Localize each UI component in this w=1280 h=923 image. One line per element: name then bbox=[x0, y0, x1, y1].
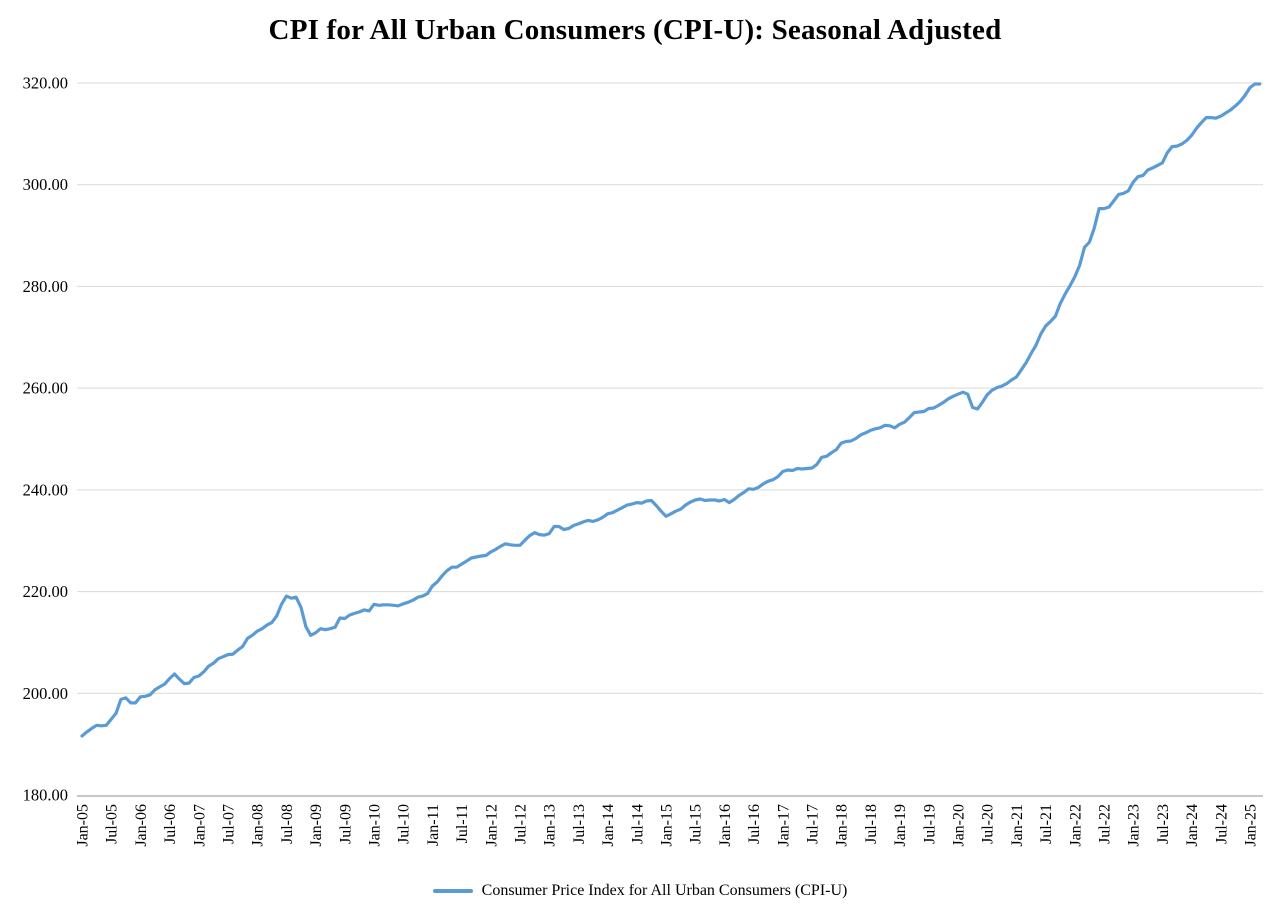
y-axis-tick-label: 300.00 bbox=[23, 175, 68, 194]
y-axis-tick-label: 280.00 bbox=[23, 277, 68, 296]
x-axis-tick-label: Jan-13 bbox=[542, 804, 559, 847]
x-axis-tick-label: Jul-06 bbox=[162, 804, 179, 844]
x-axis-tick-label: Jul-22 bbox=[1097, 804, 1114, 844]
x-axis-tick-label: Jan-21 bbox=[1009, 804, 1026, 847]
x-axis-tick-label: Jul-20 bbox=[980, 804, 997, 844]
x-axis-tick-label: Jul-12 bbox=[513, 804, 530, 844]
x-axis-tick-label: Jul-19 bbox=[921, 804, 938, 844]
x-axis-tick-label: Jul-07 bbox=[221, 804, 238, 844]
x-axis-tick-label: Jan-23 bbox=[1126, 804, 1143, 847]
x-axis-tick-label: Jul-24 bbox=[1213, 804, 1230, 844]
x-axis-tick-label: Jan-11 bbox=[425, 804, 442, 846]
chart-title: CPI for All Urban Consumers (CPI-U): Sea… bbox=[268, 14, 1002, 46]
x-axis-tick-label: Jul-08 bbox=[279, 804, 296, 844]
legend-label: Consumer Price Index for All Urban Consu… bbox=[481, 882, 848, 899]
y-axis-tick-label: 180.00 bbox=[23, 786, 68, 805]
x-axis-tick-label: Jul-18 bbox=[863, 804, 880, 844]
x-axis-tick-label: Jan-24 bbox=[1184, 804, 1201, 847]
y-axis-tick-label: 200.00 bbox=[23, 684, 68, 703]
x-axis-tick-label: Jan-19 bbox=[892, 804, 909, 847]
x-axis-tick-label: Jul-05 bbox=[104, 804, 121, 844]
x-axis-tick-label: Jan-16 bbox=[717, 804, 734, 847]
x-axis-tick-label: Jul-13 bbox=[571, 804, 588, 844]
x-axis-tick-label: Jul-21 bbox=[1038, 804, 1055, 844]
y-axis-tick-label: 240.00 bbox=[23, 480, 68, 499]
x-axis-tick-label: Jan-05 bbox=[75, 804, 92, 847]
y-axis-tick-label: 260.00 bbox=[23, 379, 68, 398]
x-axis-tick-label: Jan-08 bbox=[250, 804, 267, 847]
x-axis-tick-label: Jul-10 bbox=[396, 804, 413, 844]
x-axis-tick-label: Jul-16 bbox=[746, 804, 763, 844]
x-axis-tick-label: Jan-15 bbox=[659, 804, 676, 847]
x-axis-tick-label: Jan-06 bbox=[133, 804, 150, 847]
x-axis-tick-label: Jan-09 bbox=[308, 804, 325, 847]
legend-line-swatch bbox=[432, 888, 473, 894]
y-axis-tick-label: 320.00 bbox=[23, 74, 68, 93]
x-axis-tick-label: Jul-23 bbox=[1155, 804, 1172, 844]
x-axis-tick-label: Jul-15 bbox=[688, 804, 705, 844]
x-axis-tick-label: Jan-07 bbox=[191, 804, 208, 847]
x-axis-tick-label: Jul-09 bbox=[337, 804, 354, 844]
x-axis-tick-label: Jan-12 bbox=[483, 804, 500, 847]
x-axis-tick-label: Jul-17 bbox=[805, 804, 822, 844]
x-axis-tick-label: Jan-18 bbox=[834, 804, 851, 847]
x-axis-tick-label: Jul-11 bbox=[454, 804, 471, 843]
x-axis-tick-label: Jan-10 bbox=[367, 804, 384, 847]
x-axis-tick-label: Jan-14 bbox=[600, 804, 617, 847]
y-axis-tick-label: 220.00 bbox=[23, 582, 68, 601]
x-axis-tick-label: Jan-25 bbox=[1243, 804, 1260, 847]
x-axis-tick-label: Jan-17 bbox=[775, 804, 792, 847]
x-axis-tick-label: Jan-22 bbox=[1067, 804, 1084, 847]
x-axis-tick-label: Jan-20 bbox=[951, 804, 968, 847]
legend: Consumer Price Index for All Urban Consu… bbox=[0, 882, 1280, 900]
x-axis-tick-label: Jul-14 bbox=[629, 804, 646, 844]
series-line bbox=[80, 82, 1262, 738]
